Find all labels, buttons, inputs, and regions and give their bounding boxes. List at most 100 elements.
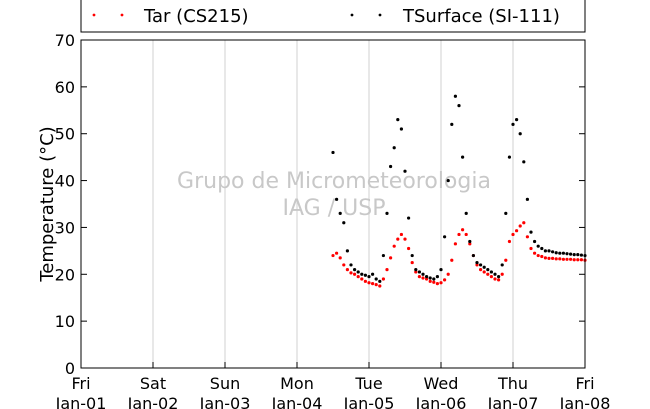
tar-point xyxy=(410,260,414,265)
tsurface-point xyxy=(360,272,364,276)
tsurface-point xyxy=(345,249,349,253)
watermark-line-2: IAG / USP xyxy=(283,196,386,221)
tsurface-point xyxy=(338,211,342,215)
tar-point xyxy=(428,279,432,283)
tar-point xyxy=(450,258,454,262)
y-tick-label: 0 xyxy=(65,359,75,378)
y-axis: 0 10 20 30 40 50 60 70 xyxy=(55,31,585,378)
tsurface-point xyxy=(407,216,411,220)
tar-point xyxy=(558,257,562,261)
tsurface-point xyxy=(518,132,522,136)
tsurface-point xyxy=(446,178,450,183)
tar-point xyxy=(414,270,418,274)
tsurface-point xyxy=(529,230,533,234)
x-tick-label-day: Wed xyxy=(424,374,459,393)
tar-point xyxy=(486,272,490,276)
tar-point xyxy=(565,257,569,261)
y-tick-label: 60 xyxy=(55,78,75,97)
x-tick-label-date: Jan-08 xyxy=(559,394,611,409)
tsurface-point xyxy=(551,250,555,254)
tsurface-point xyxy=(482,265,486,269)
tsurface-point xyxy=(497,275,501,279)
tar-point xyxy=(461,228,465,232)
tsurface-point xyxy=(486,268,490,272)
tar-point xyxy=(482,270,486,274)
tsurface-point xyxy=(479,263,483,267)
tar-point xyxy=(547,256,551,260)
tsurface-point xyxy=(558,251,562,255)
x-tick-label-date: Jan-07 xyxy=(487,394,539,409)
legend-marker-tar xyxy=(92,13,96,17)
watermark: Grupo de Micrometeorologia IAG / USP xyxy=(177,169,491,221)
tsurface-point xyxy=(453,94,457,98)
tsurface-point xyxy=(554,251,558,255)
tsurface-point xyxy=(471,253,475,258)
tar-point xyxy=(342,263,346,267)
legend-marker-tsurface xyxy=(378,13,382,17)
tar-point xyxy=(443,278,447,282)
tar-point xyxy=(518,224,522,228)
data-points xyxy=(331,94,587,288)
tar-point xyxy=(432,280,436,284)
tsurface-point xyxy=(561,251,566,255)
tar-point xyxy=(522,221,526,225)
x-tick-label-date: Jan-06 xyxy=(415,394,467,409)
tar-point xyxy=(576,258,580,262)
tar-point xyxy=(500,272,504,276)
tar-point xyxy=(396,237,400,241)
tar-point xyxy=(399,232,403,237)
x-tick-label-day: Fri xyxy=(71,374,90,393)
x-tick-label-date: Jan-02 xyxy=(127,394,179,409)
tsurface-point xyxy=(363,273,367,277)
tsurface-point xyxy=(461,155,465,159)
tar-point xyxy=(374,282,378,287)
tar-point xyxy=(439,281,443,285)
x-tick-label-day: Sat xyxy=(140,374,166,393)
tar-point xyxy=(572,258,576,262)
tsurface-point xyxy=(565,252,569,256)
tar-point xyxy=(425,277,429,281)
tsurface-point xyxy=(522,160,526,164)
tar-point xyxy=(554,257,558,261)
tsurface-point xyxy=(342,221,346,225)
tar-point xyxy=(367,281,371,285)
tsurface-point xyxy=(414,268,418,272)
tar-point xyxy=(511,232,515,237)
tsurface-point xyxy=(396,118,400,122)
tsurface-point xyxy=(464,211,468,215)
tar-point xyxy=(569,257,573,261)
tsurface-point xyxy=(331,150,335,155)
y-tick-label: 10 xyxy=(55,312,75,331)
tsurface-point xyxy=(403,169,407,173)
tsurface-point xyxy=(536,244,540,248)
tar-point xyxy=(421,276,425,280)
tsurface-point xyxy=(335,197,339,201)
tsurface-point xyxy=(504,211,508,215)
y-tick-label: 50 xyxy=(55,125,75,144)
tar-point xyxy=(335,251,339,255)
legend-marker-tar xyxy=(120,13,124,17)
tar-point xyxy=(561,257,566,261)
tsurface-point xyxy=(525,197,530,201)
tar-point xyxy=(479,268,483,272)
tar-point xyxy=(551,256,555,260)
tar-point xyxy=(457,232,461,237)
tsurface-point xyxy=(515,118,519,122)
tar-point xyxy=(515,229,519,233)
legend-frame xyxy=(80,0,586,33)
watermark-line-1: Grupo de Micrometeorologia xyxy=(177,169,491,194)
tsurface-point xyxy=(450,122,454,126)
tar-point xyxy=(356,275,360,279)
tar-point xyxy=(338,256,342,260)
x-tick-label-date: Jan-01 xyxy=(55,394,107,409)
tsurface-point xyxy=(371,272,375,276)
tsurface-point xyxy=(432,277,436,281)
tsurface-point xyxy=(417,270,421,274)
tsurface-point xyxy=(468,239,472,244)
tsurface-point xyxy=(475,260,479,265)
tsurface-point xyxy=(493,272,497,276)
tsurface-point xyxy=(579,253,584,257)
tar-point xyxy=(378,284,382,288)
tsurface-point xyxy=(511,122,515,126)
